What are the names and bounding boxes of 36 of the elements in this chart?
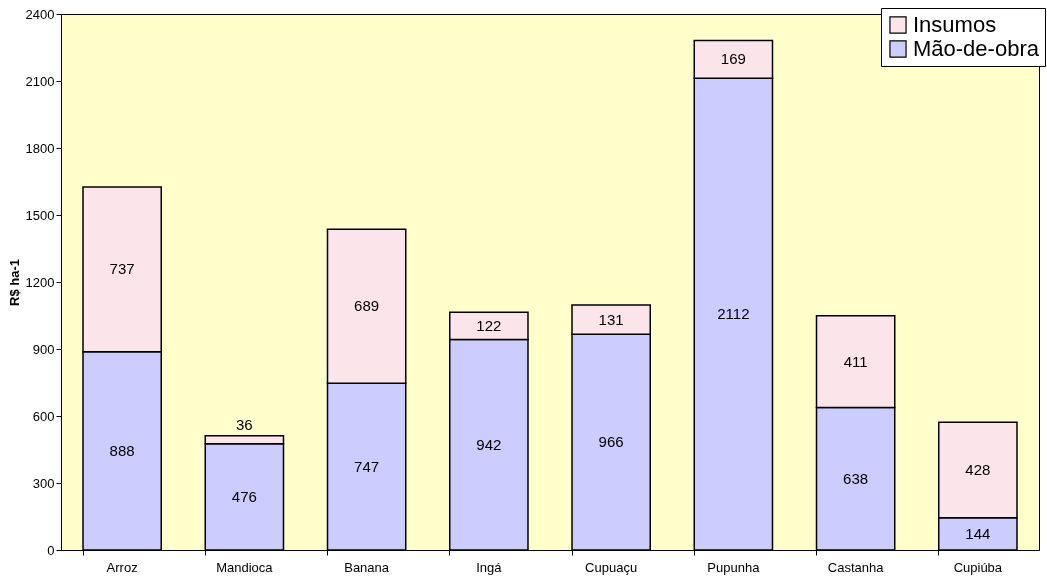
y-tick-label: 300: [32, 475, 55, 491]
data-label: 36: [236, 415, 253, 433]
data-label: 2112: [717, 305, 750, 323]
data-label: 131: [598, 310, 624, 328]
data-label: 747: [354, 457, 380, 475]
data-label: 966: [598, 433, 624, 451]
data-label: 411: [843, 352, 868, 370]
x-tick-label: Castanha: [827, 559, 885, 575]
data-label: 122: [476, 317, 502, 334]
x-tick-label: Cupiúba: [953, 559, 1003, 575]
x-tick-label: Arroz: [106, 559, 138, 575]
x-tick-label: Pupunha: [707, 559, 761, 575]
y-tick-label: 2100: [25, 73, 55, 89]
y-tick-label: 2400: [25, 6, 55, 22]
data-label: 144: [965, 524, 991, 542]
y-axis-title: R$ ha-1: [6, 259, 22, 306]
data-label: 888: [109, 441, 135, 459]
data-label: 737: [109, 260, 135, 278]
x-tick-label: Cupuaçu: [585, 559, 638, 575]
y-tick-label: 1500: [25, 207, 55, 223]
y-tick-label: 1200: [25, 274, 55, 290]
data-label: 942: [476, 435, 502, 453]
data-label: 689: [354, 297, 380, 315]
data-label: 476: [231, 487, 257, 505]
y-tick-label: 600: [32, 408, 55, 424]
x-tick-label: Ingá: [476, 559, 503, 575]
data-label: 428: [965, 461, 991, 479]
x-tick-label: Banana: [344, 559, 390, 575]
y-tick-label: 0: [47, 542, 55, 558]
legend-label: Insumos: [913, 12, 997, 37]
x-tick-label: Mandioca: [216, 559, 274, 575]
data-label: 169: [720, 50, 746, 68]
y-tick-label: 1800: [25, 140, 55, 156]
legend-label: Mão-de-obra: [913, 36, 1040, 61]
y-tick-label: 900: [32, 341, 55, 357]
data-label: 638: [843, 469, 869, 487]
